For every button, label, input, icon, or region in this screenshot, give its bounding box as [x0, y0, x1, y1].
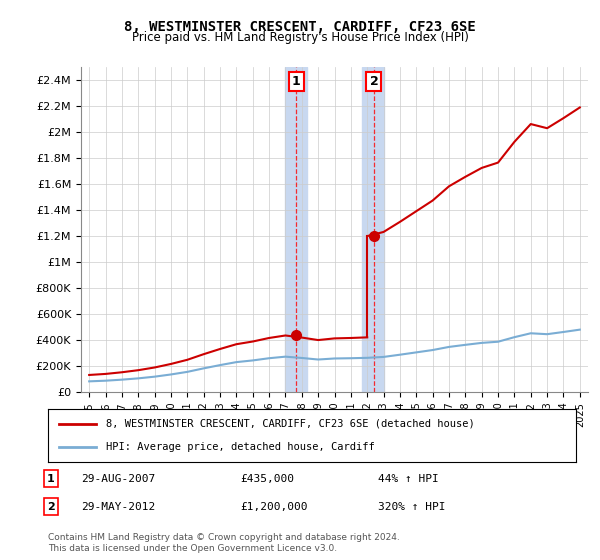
Bar — [362, 67, 383, 392]
Text: 320% ↑ HPI: 320% ↑ HPI — [378, 502, 445, 512]
Text: 29-AUG-2007: 29-AUG-2007 — [81, 474, 155, 484]
Text: This data is licensed under the Open Government Licence v3.0.: This data is licensed under the Open Gov… — [48, 544, 337, 553]
Text: Contains HM Land Registry data © Crown copyright and database right 2024.: Contains HM Land Registry data © Crown c… — [48, 533, 400, 542]
Text: £435,000: £435,000 — [240, 474, 294, 484]
Text: £1,200,000: £1,200,000 — [240, 502, 308, 512]
Text: 44% ↑ HPI: 44% ↑ HPI — [378, 474, 439, 484]
Text: HPI: Average price, detached house, Cardiff: HPI: Average price, detached house, Card… — [106, 442, 375, 452]
Text: 2: 2 — [47, 502, 55, 512]
Text: 8, WESTMINSTER CRESCENT, CARDIFF, CF23 6SE: 8, WESTMINSTER CRESCENT, CARDIFF, CF23 6… — [124, 20, 476, 34]
Text: Price paid vs. HM Land Registry's House Price Index (HPI): Price paid vs. HM Land Registry's House … — [131, 31, 469, 44]
Text: 1: 1 — [292, 75, 301, 88]
Text: 8, WESTMINSTER CRESCENT, CARDIFF, CF23 6SE (detached house): 8, WESTMINSTER CRESCENT, CARDIFF, CF23 6… — [106, 419, 475, 429]
Text: 1: 1 — [47, 474, 55, 484]
Text: 2: 2 — [370, 75, 378, 88]
Bar — [286, 67, 307, 392]
Text: 29-MAY-2012: 29-MAY-2012 — [81, 502, 155, 512]
